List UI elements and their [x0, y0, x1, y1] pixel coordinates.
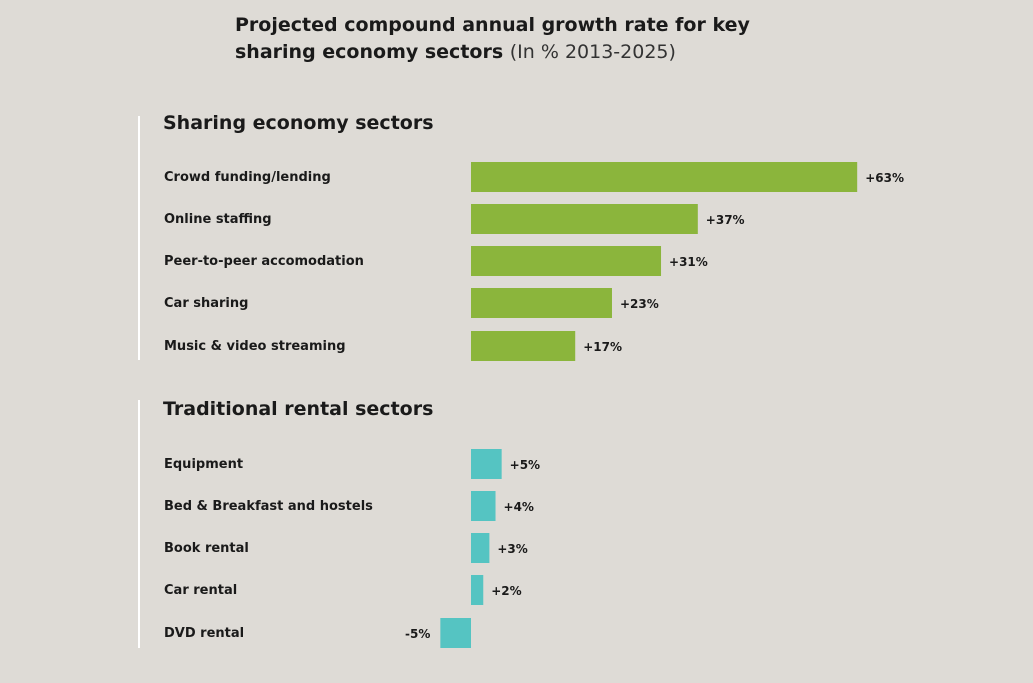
sharing-category-label: Crowd funding/lending [164, 170, 331, 185]
traditional-section-divider [138, 400, 140, 648]
traditional-value-label: +5% [510, 458, 540, 472]
sharing-bar [471, 288, 612, 318]
sharing-bar [471, 246, 662, 276]
sharing-category-label: Car sharing [164, 296, 248, 311]
sharing-value-label: +31% [669, 255, 708, 269]
traditional-category-label: Book rental [164, 541, 249, 556]
traditional-bar [440, 618, 471, 648]
traditional-bar [471, 449, 502, 479]
traditional-category-label: DVD rental [164, 626, 244, 641]
sharing-section-divider [138, 116, 140, 360]
traditional-category-label: Car rental [164, 583, 237, 598]
chart-title-sub: (In % 2013-2025) [509, 41, 676, 63]
traditional-category-label: Equipment [164, 457, 243, 472]
traditional-value-label: -5% [405, 627, 430, 641]
sharing-bar [471, 204, 698, 234]
sharing-value-label: +17% [583, 340, 622, 354]
sharing-value-label: +63% [865, 171, 904, 185]
sharing-category-label: Peer-to-peer accomodation [164, 254, 364, 269]
traditional-bar [471, 491, 496, 521]
chart-title: Projected compound annual growth rate fo… [235, 12, 795, 66]
sharing-bar [471, 331, 576, 361]
sharing-category-label: Online staffing [164, 212, 272, 227]
sharing-category-label: Music & video streaming [164, 339, 346, 354]
traditional-value-label: +4% [504, 500, 534, 514]
sharing-section-title: Sharing economy sectors [163, 112, 434, 134]
traditional-category-label: Bed & Breakfast and hostels [164, 499, 373, 514]
traditional-bar [471, 575, 484, 605]
traditional-section-title: Traditional rental sectors [163, 398, 434, 420]
chart-title-main: Projected compound annual growth rate fo… [235, 14, 750, 63]
traditional-bar [471, 533, 490, 563]
sharing-value-label: +23% [620, 297, 659, 311]
traditional-value-label: +3% [497, 542, 527, 556]
traditional-value-label: +2% [491, 584, 521, 598]
sharing-bar [471, 162, 858, 192]
sharing-value-label: +37% [706, 213, 745, 227]
